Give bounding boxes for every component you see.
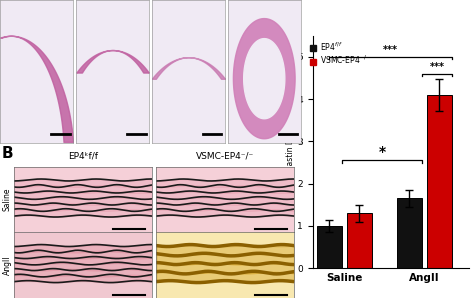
- Text: EP4ᵏf/f: EP4ᵏf/f: [68, 152, 98, 161]
- Polygon shape: [244, 39, 285, 119]
- Bar: [397, 198, 422, 268]
- Legend: EP4$^{f/f}$, VSMC-EP4$^{-/-}$: EP4$^{f/f}$, VSMC-EP4$^{-/-}$: [309, 40, 373, 67]
- Text: C: C: [263, 19, 274, 35]
- Text: ***: ***: [383, 45, 398, 55]
- Bar: [427, 95, 452, 268]
- Bar: [317, 226, 342, 268]
- Text: ***: ***: [429, 62, 445, 72]
- Polygon shape: [233, 18, 295, 139]
- Text: Saline: Saline: [3, 188, 11, 211]
- Text: VSMC-EP4⁻/⁻: VSMC-EP4⁻/⁻: [196, 152, 254, 161]
- Text: AngII: AngII: [3, 255, 11, 275]
- Text: *: *: [379, 145, 386, 159]
- Bar: [347, 213, 372, 268]
- Text: B: B: [1, 146, 13, 161]
- Y-axis label: Grade of Elastin Degradation: Grade of Elastin Degradation: [286, 96, 294, 208]
